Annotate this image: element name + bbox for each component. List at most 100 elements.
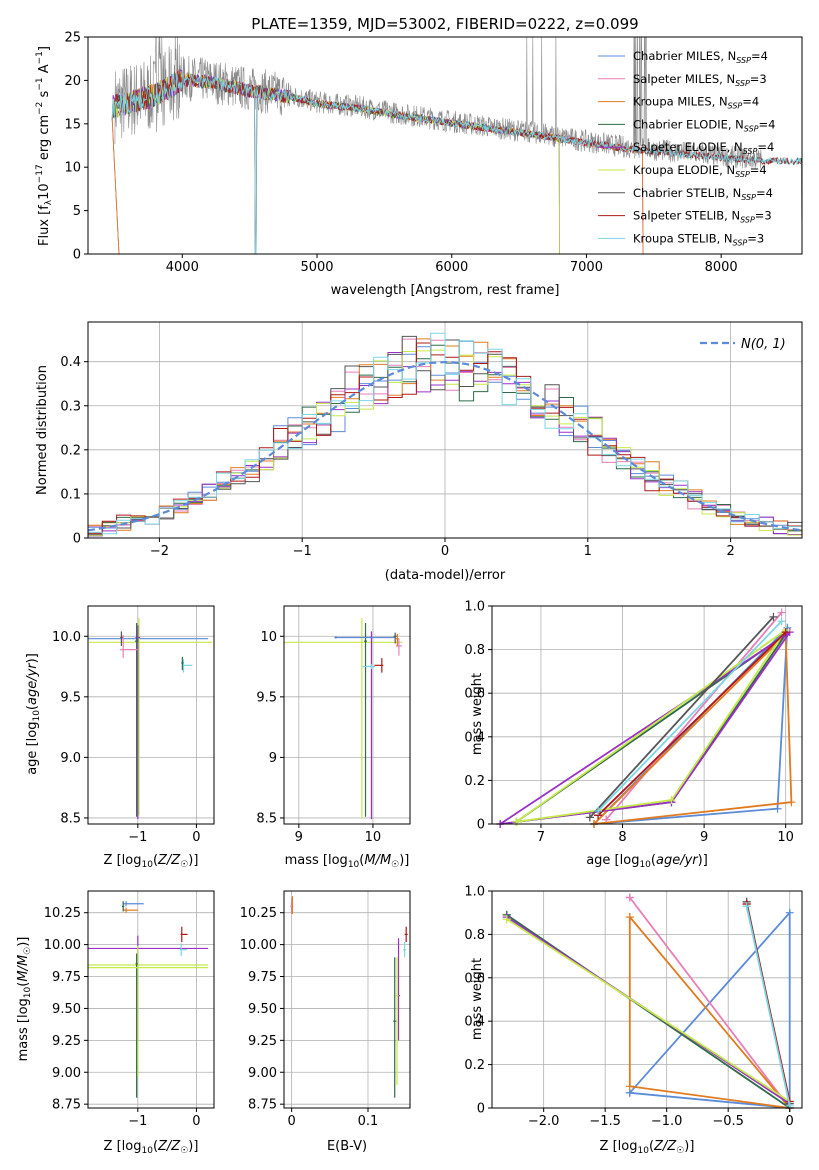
x-tick-label: 4000 [166,260,199,275]
y-tick-label: 0 [477,1102,485,1117]
y-tick-label: 8.5 [256,811,277,826]
y-tick-label: 20 [64,74,81,89]
weight-vs-age-panel: 7 8 9 10 0 0.2 0.4 0.6 0.8 1.0 [464,600,803,845]
residual-xlabel: (data-model)/error [385,568,506,583]
y-tick-label: 10.00 [44,938,81,953]
y-tick-label: 10.0 [52,630,81,645]
y-tick-label: 0.2 [464,1058,485,1073]
x-tick-label: 1 [584,544,592,559]
legend-label: Kroupa STELIB, NSSP=3 [633,231,764,247]
x-tick-label: 10 [365,830,382,845]
y-tick-label: 1.0 [464,885,485,900]
x-tick-label: 7000 [570,260,603,275]
axes-frame [87,605,215,825]
axes-frame [283,605,411,825]
age-vs-mass-panel: 9 10 8.5 9 9.5 10 [256,605,411,845]
model-spectrum-kroupa_elodie [111,71,560,255]
y-tick-label: 9.00 [248,1066,277,1081]
legend-label: Chabrier ELODIE, NSSP=4 [633,117,775,133]
weight-marker-chabrier_miles [785,908,794,917]
x-tick-label: −0.5 [712,1114,744,1129]
weight-marker-chabrier_stelib [585,813,594,822]
weight-marker-kroupa_elodie [667,796,676,805]
y-tick-label: 10 [64,161,81,176]
y-tick-label: 9.5 [256,690,277,705]
massZ-ylabel: mass [log10(M/M☉)] [16,937,33,1062]
model-spectrum-kroupa_miles [111,69,644,255]
weight-line-salpeter_stelib [597,631,787,816]
weight-marker-chabrier_miles [773,804,782,813]
y-tick-label: 0.8 [464,928,485,943]
weight-marker-salpeter_miles [625,893,634,902]
x-tick-label: −1 [293,544,312,559]
y-tick-label: 9.50 [248,1002,277,1017]
residual-legend: N(0, 1) [700,337,786,352]
y-tick-label: 0 [73,248,81,263]
y-tick-label: 9.00 [52,1066,81,1081]
x-tick-label: 2 [726,544,734,559]
ageZ-ylabel: age [log10(age/yr)] [25,653,42,775]
weight-marker-kroupa_miles [625,913,634,922]
axes-frame [283,890,411,1109]
legend-label: Kroupa MILES, NSSP=4 [633,95,759,111]
wZ-ylabel: mass weight [470,958,485,1040]
x-tick-label: 8000 [705,260,738,275]
x-tick-label: 7 [537,830,545,845]
x-tick-label: −2.0 [528,1114,560,1129]
y-tick-label: 0.1 [60,487,81,502]
x-tick-label: 0 [192,830,200,845]
x-tick-label: −1.5 [589,1114,621,1129]
weight-marker-kroupa_stelib [742,902,751,911]
y-tick-label: 9.0 [60,751,81,766]
y-tick-label: 10.00 [240,938,277,953]
x-tick-label: 5000 [300,260,333,275]
spectrum-legend: Chabrier MILES, NSSP=4 Salpeter MILES, NS… [598,49,775,247]
x-tick-label: −1 [128,830,147,845]
massZ-xlabel: Z [log10(Z/Z☉)] [104,1139,199,1156]
residual-histogram-panel: −2 −1 0 1 2 0 0.1 0.2 0.3 0.4 N(0, 1) (data-model… [35,321,803,583]
x-tick-label: 10 [777,830,794,845]
y-tick-label: 0.3 [60,399,81,414]
weight-marker-salpeter_stelib [781,628,790,637]
y-tick-label: 0 [477,818,485,833]
legend-label: Salpeter ELODIE, NSSP=4 [633,140,774,156]
residual-ylabel: Normed distribution [35,365,50,495]
spectrum-ylabel: Flux [fλ10−17 erg cm−2 s−1 A−1] [35,46,54,246]
y-tick-label: 9.5 [60,690,81,705]
y-tick-label: 25 [64,31,81,46]
y-tick-label: 0.2 [464,774,485,789]
weight-marker-kroupa_stelib [777,617,786,626]
ageZ-xlabel: Z [log10(Z/Z☉)] [104,853,199,870]
x-tick-label: 0 [192,1114,200,1129]
y-tick-label: 9.50 [52,1002,81,1017]
x-tick-label: 0 [287,1114,295,1129]
axes-frame [491,890,803,1109]
agemass-xlabel: mass [log10(M/M☉)] [285,853,410,870]
mass-vs-metallicity-panel: −1 0 8.75 9.00 9.25 9.50 9.75 10.00 10.25 [44,890,215,1129]
y-tick-label: 0 [73,532,81,547]
model-spectrum-salpeter_miles [111,72,644,255]
x-tick-label: 0.1 [358,1114,379,1129]
wage-ylabel: mass weight [470,673,485,755]
legend-label: Salpeter STELIB, NSSP=3 [633,209,772,225]
massebv-xlabel: E(B-V) [327,1139,367,1154]
y-tick-label: 0.2 [60,443,81,458]
weight-marker-kroupa_miles [787,798,796,807]
weight-line-kroupa_elodie [515,629,787,823]
age-vs-metallicity-panel: −1 0 8.5 9.0 9.5 10.0 [52,605,215,845]
y-tick-label: 15 [64,117,81,132]
mass-vs-extinction-panel: 0 0.1 8.75 9.00 9.25 9.50 9.75 10.00 10.25 [240,890,411,1129]
weight-line-salpeter_miles [605,611,783,821]
weight-marker-salpeter_miles [777,608,786,617]
x-tick-label: −1.0 [651,1114,683,1129]
legend-label: Kroupa ELODIE, NSSP=4 [633,163,767,179]
axes-frame [87,890,215,1109]
figure-title: PLATE=1359, MJD=53002, FIBERID=0222, z=0… [251,15,638,33]
y-tick-label: 9.75 [248,970,277,985]
weight-line-kroupa_miles [593,632,793,825]
y-tick-label: 10.25 [44,906,81,921]
y-tick-label: 9.75 [52,970,81,985]
weight-marker-kroupa_stelib [594,806,603,815]
x-tick-label: 0 [786,1114,794,1129]
